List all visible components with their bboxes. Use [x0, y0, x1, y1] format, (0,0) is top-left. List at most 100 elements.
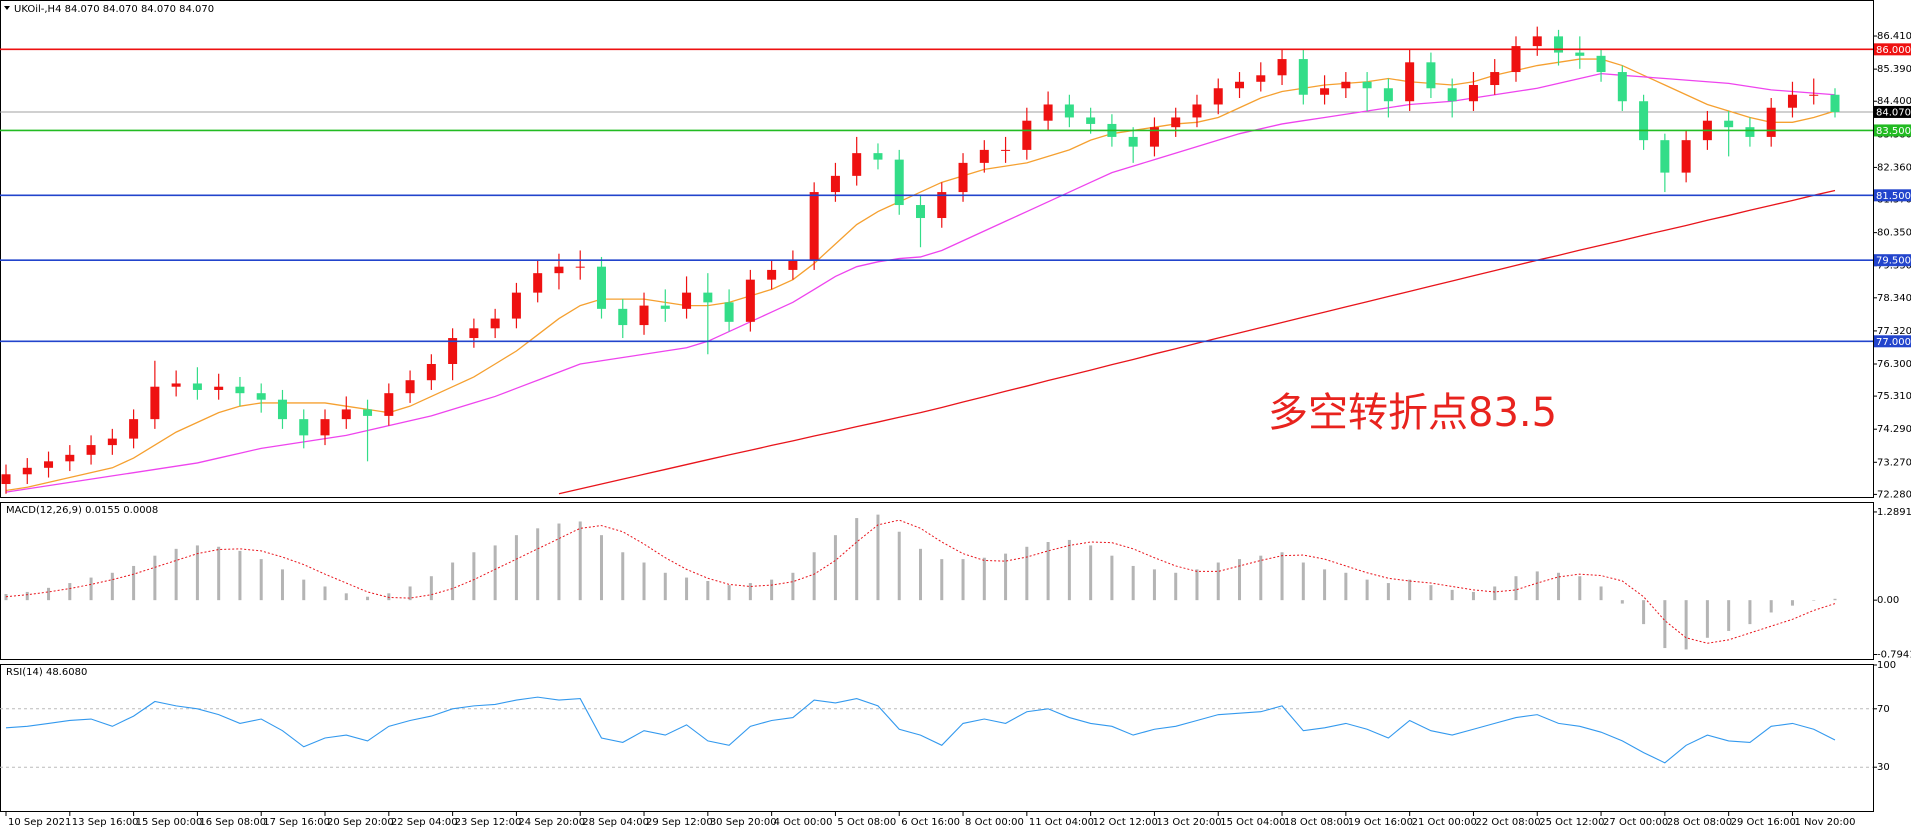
x-tick-label: 24 Sep 20:00 — [518, 817, 585, 828]
macd-bar — [621, 552, 625, 601]
candle-body — [830, 175, 840, 193]
annotation: 多空转折点83.5 — [1268, 390, 1557, 436]
y-tick-label: 79.330 — [1877, 261, 1911, 272]
x-tick-label: 28 Oct 08:00 — [1667, 817, 1732, 828]
x-tick-label: 23 Sep 12:00 — [455, 817, 522, 828]
candle-body — [1192, 104, 1202, 118]
macd-bar — [770, 579, 774, 601]
x-tick-label: 13 Sep 16:00 — [72, 817, 139, 828]
macd-bar — [1578, 576, 1582, 601]
x-tick-label: 21 Oct 00:00 — [1412, 817, 1477, 828]
candle-body — [256, 393, 266, 400]
candle-body — [1681, 140, 1691, 173]
candle-body — [511, 292, 521, 319]
candle-body — [1745, 127, 1755, 137]
macd-bar — [1152, 569, 1156, 601]
candle-body — [1639, 101, 1649, 141]
macd-bar — [1216, 562, 1220, 601]
x-tick-label: 1 Nov 20:00 — [1794, 817, 1855, 828]
level-label-box — [1874, 335, 1911, 348]
menu-arrow — [4, 6, 10, 10]
macd-bar — [1493, 586, 1497, 601]
y-tick-label: 82.360 — [1877, 162, 1911, 173]
y-tick-label: 80.350 — [1877, 228, 1911, 239]
level-label-box — [1874, 189, 1911, 202]
macd-bar — [1557, 572, 1561, 601]
candle-body — [958, 162, 968, 193]
macd-bar — [1046, 542, 1050, 601]
macd-bar — [536, 528, 540, 601]
candle-body — [788, 260, 798, 270]
y-tick-label: 78.340 — [1877, 293, 1911, 304]
macd-bar — [493, 545, 497, 601]
macd-bar — [1238, 559, 1242, 601]
macd-bar — [833, 535, 837, 601]
macd-bar — [1599, 586, 1603, 601]
level-label: 81.500 — [1876, 191, 1911, 202]
x-tick-label: 4 Oct 00:00 — [774, 817, 833, 828]
candle-body — [1235, 81, 1245, 89]
rsi-title: RSI(14) 48.6080 — [6, 667, 87, 678]
chart-title: UKOil-,H4 84.070 84.070 84.070 84.070 — [14, 4, 214, 15]
candle-body — [1405, 62, 1415, 102]
macd-bar — [259, 559, 263, 601]
macd-bar — [812, 552, 816, 601]
candle-body — [1149, 127, 1159, 147]
x-tick-label: 30 Sep 20:00 — [710, 817, 777, 828]
last-price-label-box — [1874, 105, 1911, 118]
macd-bar — [1812, 600, 1816, 601]
macd-bar — [1514, 576, 1518, 601]
macd-bar — [727, 585, 731, 601]
y-tick-label: 1.2891 — [1877, 507, 1911, 518]
candle-body — [1, 474, 11, 485]
macd-bar — [1769, 600, 1773, 613]
x-tick-label: 15 Sep 00:00 — [136, 817, 203, 828]
macd-bar — [1450, 589, 1454, 601]
candle-body — [1213, 88, 1223, 105]
macd-bar — [1429, 585, 1433, 601]
macd-bar — [1195, 569, 1199, 601]
macd-bar — [153, 555, 157, 601]
macd-signal — [5, 519, 1836, 644]
candle-body — [1766, 107, 1776, 137]
macd-bar — [1259, 555, 1263, 601]
macd-bar — [1535, 571, 1539, 601]
macd-bar — [599, 535, 603, 601]
macd-bar — [132, 565, 136, 601]
macd-bar — [1663, 600, 1667, 649]
macd-bar — [68, 583, 72, 601]
candle-body — [363, 409, 373, 416]
y-tick-label: 85.390 — [1877, 64, 1911, 75]
candle-body — [1022, 120, 1032, 150]
candle-body — [1830, 94, 1840, 112]
macd-bar — [791, 572, 795, 601]
macd-bar — [706, 581, 710, 601]
macd-bar — [1089, 545, 1093, 601]
macd-bar — [1790, 600, 1794, 606]
macd-bar — [1110, 555, 1114, 601]
candle-body — [1468, 85, 1478, 102]
macd-bar — [1174, 572, 1178, 601]
level-label: 86.000 — [1876, 45, 1911, 56]
macd-bar — [961, 559, 965, 601]
candle-body — [1064, 104, 1074, 118]
candle-body — [1575, 52, 1585, 56]
candle-body — [682, 292, 692, 309]
macd-bar — [47, 587, 51, 601]
candle-body — [1362, 81, 1372, 89]
moving-average — [558, 189, 1836, 495]
candle-body — [703, 292, 713, 303]
macd-bar — [472, 552, 476, 601]
y-tick-label: 74.290 — [1877, 424, 1911, 435]
candle-body — [575, 266, 585, 268]
candle-body — [1447, 88, 1457, 102]
candle-body — [235, 386, 245, 394]
macd-bar — [366, 596, 370, 601]
macd-bar — [1131, 565, 1135, 601]
candle-body — [1001, 149, 1011, 151]
candle-body — [767, 269, 777, 280]
y-tick-label: 84.400 — [1877, 96, 1911, 107]
x-tick-label: 19 Oct 16:00 — [1348, 817, 1413, 828]
macd-bar — [1620, 600, 1624, 604]
